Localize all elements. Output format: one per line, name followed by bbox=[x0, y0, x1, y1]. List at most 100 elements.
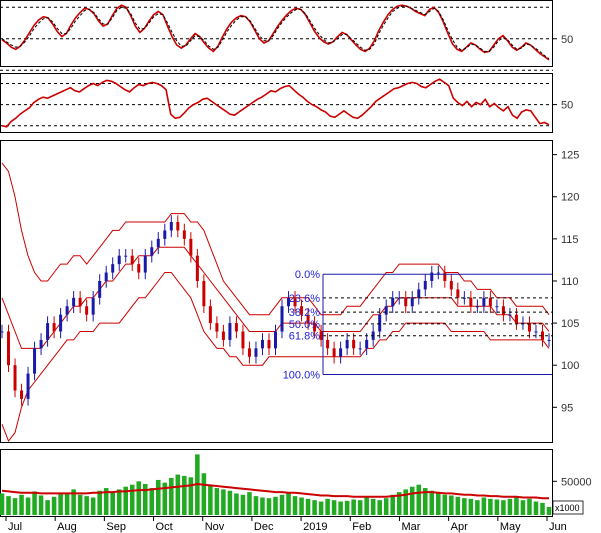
candle-body bbox=[410, 297, 414, 307]
candle-body bbox=[300, 306, 304, 315]
candle-body bbox=[293, 297, 297, 307]
volume-bar bbox=[90, 497, 96, 515]
volume-bar bbox=[318, 501, 324, 515]
volume-bar bbox=[45, 500, 50, 515]
volume-bar bbox=[162, 482, 168, 515]
candle-body bbox=[287, 297, 291, 307]
volume-bar bbox=[156, 479, 161, 515]
candle-body bbox=[449, 280, 453, 290]
volume-bar bbox=[240, 494, 246, 515]
volume-bar bbox=[260, 497, 265, 515]
volume-bar bbox=[494, 499, 500, 515]
candle-body bbox=[150, 247, 154, 256]
candle-body bbox=[195, 255, 199, 281]
fib-level-label: 50.0% bbox=[289, 319, 320, 331]
volume-bar bbox=[409, 486, 415, 515]
month-label: May bbox=[500, 521, 521, 533]
panel-frame-4 bbox=[0, 449, 553, 517]
volume-bar bbox=[422, 488, 428, 515]
candle-body bbox=[221, 331, 225, 340]
candle-body bbox=[319, 331, 323, 340]
candle-body bbox=[91, 297, 95, 315]
candle-body bbox=[72, 297, 76, 307]
volume-bar bbox=[71, 489, 76, 515]
volume-bar bbox=[462, 498, 467, 515]
month-label: Oct bbox=[156, 521, 173, 533]
candle-body bbox=[391, 297, 395, 307]
candle-body bbox=[365, 339, 369, 349]
month-label: Jul bbox=[8, 521, 22, 533]
volume-bar bbox=[488, 498, 493, 515]
volume-bar bbox=[116, 489, 122, 515]
fib-level-label: 38.2% bbox=[289, 307, 320, 319]
candle-body bbox=[436, 272, 440, 274]
candle-body bbox=[514, 314, 518, 324]
fib-level-label: 23.6% bbox=[289, 293, 320, 305]
volume-bar bbox=[25, 497, 31, 515]
candle-body bbox=[124, 255, 128, 257]
candle-body bbox=[462, 297, 466, 299]
candle-body bbox=[111, 264, 115, 273]
volume-bar bbox=[0, 493, 5, 515]
candle-body bbox=[234, 323, 238, 332]
volume-bar bbox=[299, 497, 304, 515]
volume-tick-label: 50000 bbox=[561, 476, 592, 488]
volume-bar bbox=[286, 493, 291, 515]
panel-frame-3 bbox=[0, 140, 553, 443]
month-label: Jun bbox=[549, 521, 567, 533]
bollinger-upper-line bbox=[1, 162, 550, 316]
candle-body bbox=[33, 348, 37, 374]
price-tick-label: 100 bbox=[561, 360, 579, 372]
volume-bar bbox=[396, 492, 402, 515]
volume-bar bbox=[312, 500, 317, 515]
candle-body bbox=[156, 238, 160, 248]
candle-body bbox=[456, 289, 460, 298]
volume-bar bbox=[533, 501, 539, 515]
volume-bar bbox=[19, 494, 24, 515]
oscillator-1-tick-label: 50 bbox=[561, 34, 573, 46]
volume-bar bbox=[501, 500, 506, 515]
volume-bar bbox=[540, 502, 545, 515]
volume-bar bbox=[507, 498, 513, 515]
volume-bar bbox=[110, 491, 115, 515]
volume-bar bbox=[221, 489, 226, 515]
volume-bar bbox=[344, 500, 350, 515]
candle-body bbox=[443, 272, 447, 281]
candle-body bbox=[182, 230, 186, 239]
volume-bar bbox=[455, 496, 461, 515]
candle-body bbox=[352, 339, 356, 349]
volume-bar bbox=[149, 488, 155, 515]
candle-body bbox=[404, 297, 408, 307]
candle-body bbox=[59, 314, 63, 332]
month-label: Dec bbox=[254, 521, 274, 533]
volume-bar bbox=[338, 501, 343, 515]
volume-bar bbox=[475, 500, 480, 515]
volume-average-line bbox=[1, 482, 549, 500]
volume-bar bbox=[520, 500, 526, 515]
candle-body bbox=[332, 348, 336, 357]
candle-body bbox=[137, 264, 141, 273]
volume-bar bbox=[123, 486, 129, 515]
volume-bar bbox=[436, 493, 441, 515]
volume-bar bbox=[279, 494, 285, 515]
volume-bar bbox=[129, 484, 135, 515]
candle-body bbox=[280, 306, 284, 332]
candle-body bbox=[482, 297, 486, 307]
candle-body bbox=[488, 297, 492, 307]
volume-bar bbox=[527, 498, 532, 515]
candle-body bbox=[508, 314, 512, 316]
volume-bar bbox=[292, 496, 298, 515]
candle-body bbox=[540, 331, 544, 340]
month-label: Aug bbox=[57, 521, 77, 533]
month-label: Sep bbox=[106, 521, 126, 533]
volume-bar bbox=[481, 497, 487, 515]
volume-bar bbox=[357, 500, 363, 515]
volume-bar bbox=[383, 498, 389, 515]
fib-level-label: 0.0% bbox=[295, 269, 320, 281]
volume-bar bbox=[403, 489, 409, 515]
volume-bar bbox=[142, 484, 148, 515]
candle-body bbox=[345, 339, 349, 349]
candle-body bbox=[417, 289, 421, 298]
candle-body bbox=[189, 238, 193, 256]
candle-body bbox=[501, 306, 505, 315]
